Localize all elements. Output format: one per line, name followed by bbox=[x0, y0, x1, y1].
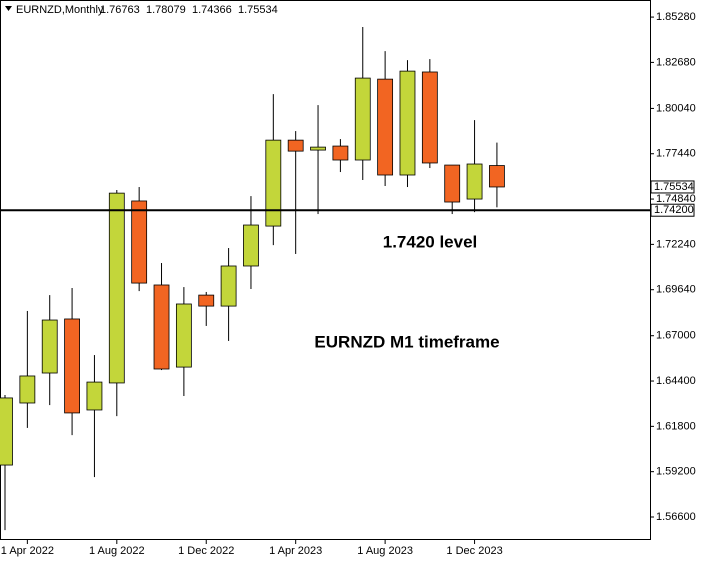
candle-body bbox=[377, 78, 394, 176]
candle-body bbox=[354, 77, 371, 161]
y-tick-label: 1.82680 bbox=[656, 56, 696, 68]
candle-body bbox=[131, 200, 148, 284]
ohlc-close: 1.75534 bbox=[238, 4, 278, 16]
candle-body bbox=[444, 164, 461, 203]
x-tick-label: 1 Apr 2023 bbox=[269, 545, 322, 557]
price-label-box bbox=[650, 180, 695, 194]
candle-body bbox=[64, 318, 80, 414]
candle-body bbox=[310, 146, 326, 151]
candle-body bbox=[0, 397, 13, 466]
candle-body bbox=[287, 139, 304, 152]
ohlc-open: 1.76763 bbox=[100, 4, 140, 16]
y-tick-label: 1.80040 bbox=[656, 102, 696, 114]
ohlc-high: 1.78079 bbox=[146, 4, 186, 16]
y-tick-label: 1.72240 bbox=[656, 238, 696, 250]
x-tick-label: 1 Dec 2023 bbox=[446, 545, 502, 557]
level-label: 1.74200 bbox=[654, 204, 694, 216]
level-label-box bbox=[650, 203, 695, 217]
x-tick-label: 1 Dec 2022 bbox=[178, 545, 234, 557]
candle-body bbox=[86, 381, 103, 411]
y-tick-label: 1.64400 bbox=[656, 375, 696, 387]
candle-body bbox=[489, 165, 505, 188]
annotation: EURNZD M1 timeframe bbox=[314, 332, 499, 351]
candle-body bbox=[41, 319, 58, 374]
menu-arrow bbox=[5, 6, 12, 11]
candle-body bbox=[153, 284, 170, 370]
plot-frame bbox=[0, 0, 651, 540]
x-tick-label: 1 Aug 2023 bbox=[357, 545, 413, 557]
y-tick-label: 1.85280 bbox=[656, 11, 696, 23]
candle-body bbox=[421, 71, 438, 164]
annotation: 1.7420 level bbox=[383, 232, 478, 251]
candle-body bbox=[198, 294, 215, 307]
x-tick-label: 1 Apr 2022 bbox=[1, 545, 54, 557]
x-tick-label: 1 Aug 2022 bbox=[89, 545, 145, 557]
y-tick-label: 1.67000 bbox=[656, 330, 696, 342]
y-tick-label: 1.69640 bbox=[656, 284, 696, 296]
candle-body bbox=[399, 70, 416, 176]
y-tick-label: 1.74840 bbox=[656, 193, 696, 205]
candle-body bbox=[220, 265, 237, 307]
y-tick-label: 1.77440 bbox=[656, 148, 696, 160]
ohlc-low: 1.74366 bbox=[192, 4, 232, 16]
y-tick-label: 1.56600 bbox=[656, 511, 696, 523]
candle-body bbox=[466, 163, 483, 200]
y-tick-label: 1.59200 bbox=[656, 466, 696, 478]
y-tick-label: 1.61800 bbox=[656, 420, 696, 432]
candle-body bbox=[175, 303, 192, 368]
candle-body bbox=[243, 224, 259, 267]
candle-body bbox=[19, 375, 36, 404]
candle-body bbox=[108, 192, 125, 384]
symbol-title: EURNZD,Monthly bbox=[16, 4, 104, 16]
candle-body bbox=[332, 145, 349, 161]
price-label: 1.75534 bbox=[654, 181, 694, 193]
candle-body bbox=[265, 139, 282, 227]
